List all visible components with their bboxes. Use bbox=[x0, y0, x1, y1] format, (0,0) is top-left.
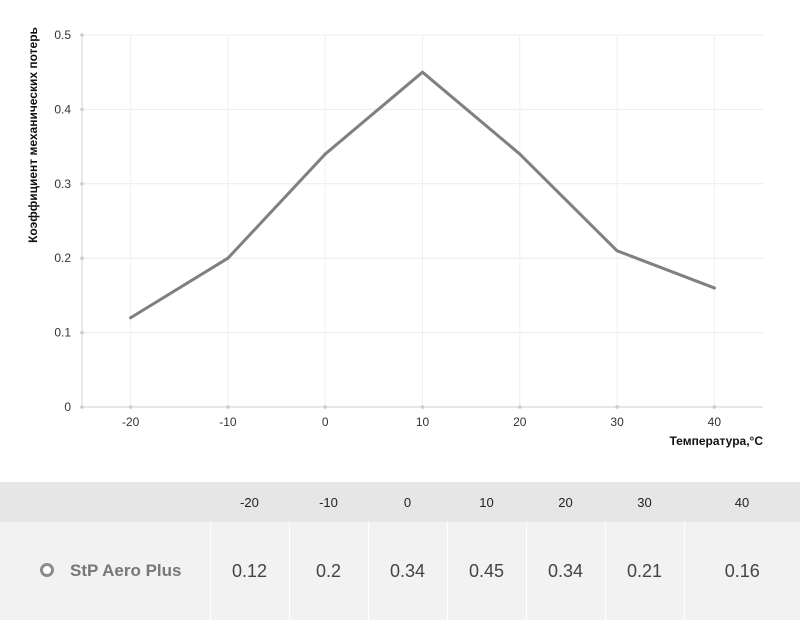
x-tick-label: 10 bbox=[416, 415, 430, 429]
table-header-cell: -10 bbox=[289, 482, 368, 522]
y-axis-title: Коэффициент механических потерь bbox=[26, 27, 40, 243]
x-axis-title: Температура,°C bbox=[669, 434, 763, 448]
y-tick-label: 0.2 bbox=[54, 251, 71, 265]
table-header-cell: 10 bbox=[447, 482, 526, 522]
data-point bbox=[323, 152, 327, 156]
table-cell: 0.34 bbox=[525, 522, 605, 620]
table-cell: 0.16 bbox=[683, 522, 800, 620]
y-tick-label: 0.5 bbox=[54, 28, 71, 42]
table-header-empty bbox=[0, 482, 210, 522]
series-label-cell[interactable]: StP Aero Plus bbox=[0, 522, 210, 620]
data-table: -20 -10 0 10 20 30 40 StP Aero Plus 0.12… bbox=[0, 482, 800, 620]
series-name: StP Aero Plus bbox=[70, 561, 182, 580]
table-cell: 0.2 bbox=[288, 522, 368, 620]
x-tick-label: 40 bbox=[708, 415, 722, 429]
x-tick-label: 20 bbox=[513, 415, 527, 429]
data-point bbox=[518, 152, 522, 156]
table-cell: 0.12 bbox=[209, 522, 289, 620]
data-point bbox=[129, 316, 133, 320]
table-cell: 0.34 bbox=[367, 522, 447, 620]
x-tick-label: 0 bbox=[322, 415, 329, 429]
table-header-row: -20 -10 0 10 20 30 40 bbox=[0, 482, 800, 522]
table-header-cell: -20 bbox=[210, 482, 289, 522]
series-layer bbox=[129, 70, 716, 320]
data-point bbox=[712, 286, 716, 290]
table-cell: 0.21 bbox=[604, 522, 684, 620]
y-tick-label: 0.4 bbox=[54, 102, 71, 116]
table-header-cell: 40 bbox=[684, 482, 800, 522]
series-toggle-radio[interactable] bbox=[40, 562, 54, 577]
table-header-cell: 0 bbox=[368, 482, 447, 522]
x-tick-label: -20 bbox=[122, 415, 140, 429]
tick-labels: 0 0.1 0.2 0.3 0.4 0.5 -20 -10 0 10 20 30 40 bbox=[54, 28, 721, 429]
y-tick-label: 0.1 bbox=[54, 326, 71, 340]
data-point bbox=[421, 70, 424, 74]
grid bbox=[82, 34, 763, 407]
data-point bbox=[615, 249, 619, 253]
y-tick-label: 0 bbox=[64, 400, 71, 414]
table-header-cell: 20 bbox=[526, 482, 605, 522]
table-row: StP Aero Plus 0.12 0.2 0.34 0.45 0.34 0.… bbox=[0, 522, 800, 620]
x-tick-label: 30 bbox=[610, 415, 624, 429]
line-chart: 0 0.1 0.2 0.3 0.4 0.5 -20 -10 0 10 20 30 40 Коэффици… bbox=[26, 27, 763, 448]
y-tick-label: 0.3 bbox=[54, 177, 71, 191]
x-tick-label: -10 bbox=[219, 415, 237, 429]
data-point bbox=[226, 256, 230, 260]
table-cell: 0.45 bbox=[446, 522, 526, 620]
axes bbox=[80, 33, 763, 409]
table-header-cell: 30 bbox=[605, 482, 684, 522]
